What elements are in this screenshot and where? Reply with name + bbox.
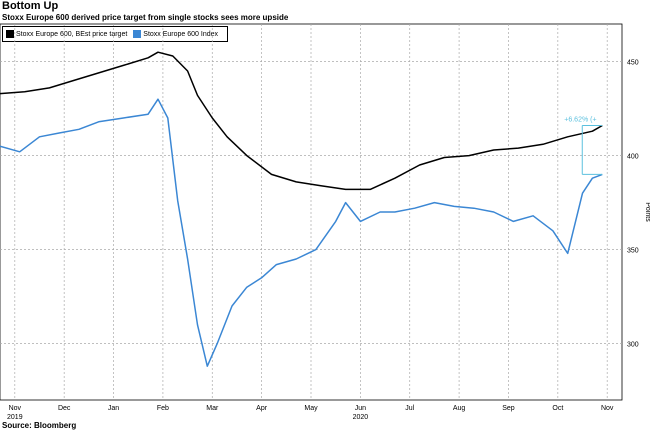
x-tick-label: Mar bbox=[206, 405, 219, 412]
legend-item-index: Stoxx Europe 600 Index bbox=[133, 30, 218, 38]
y-tick-label: 350 bbox=[627, 248, 639, 255]
x-tick-label: Jan bbox=[108, 405, 119, 412]
x-tick-label: May bbox=[304, 405, 318, 412]
y-tick-label: 400 bbox=[627, 154, 639, 161]
series-line-1 bbox=[0, 98, 603, 367]
x-tick-label: Aug bbox=[453, 405, 466, 412]
x-tick-year: 2020 bbox=[353, 414, 369, 421]
legend-swatch-blue bbox=[133, 30, 142, 38]
x-tick-label: Apr bbox=[256, 405, 268, 412]
legend-label-index: Stoxx Europe 600 Index bbox=[143, 30, 219, 38]
y-tick-label: 300 bbox=[627, 342, 639, 349]
x-tick-label: Nov bbox=[601, 405, 614, 412]
x-tick-label: Jul bbox=[405, 405, 414, 412]
legend: Stoxx Europe 600, BEst price target Stox… bbox=[2, 26, 229, 42]
x-tick-label: Jun bbox=[355, 405, 366, 412]
annotation-label: +6.62% (+ bbox=[564, 117, 596, 124]
chart-subtitle: Stoxx Europe 600 derived price target fr… bbox=[2, 13, 289, 22]
chart-title: Bottom Up bbox=[2, 0, 59, 12]
y-axis-label: Points bbox=[644, 202, 650, 222]
x-tick-label: Sep bbox=[502, 405, 515, 412]
x-tick-label: Nov bbox=[9, 405, 22, 412]
x-tick-label: Oct bbox=[552, 405, 563, 412]
x-tick-label: Dec bbox=[58, 405, 71, 412]
source-note: Source: Bloomberg bbox=[2, 421, 77, 430]
legend-swatch-black bbox=[6, 30, 14, 38]
x-tick-year: 2019 bbox=[7, 414, 23, 421]
legend-label-price-target: Stoxx Europe 600, BEst price target bbox=[16, 30, 128, 38]
legend-item-price-target: Stoxx Europe 600, BEst price target bbox=[6, 30, 127, 38]
y-tick-label: 450 bbox=[627, 60, 639, 67]
x-tick-label: Feb bbox=[157, 405, 169, 412]
series-line-0 bbox=[0, 51, 603, 191]
